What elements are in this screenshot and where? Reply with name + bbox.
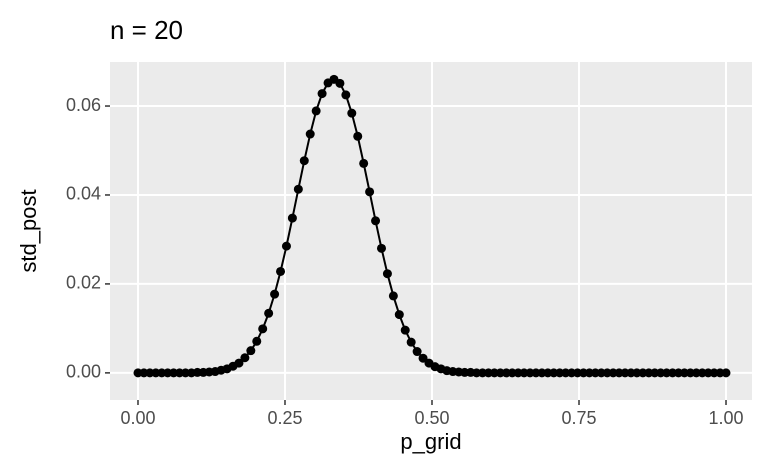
point — [382, 269, 392, 279]
point — [347, 108, 357, 118]
y-axis-label: std_post — [16, 189, 41, 272]
y-tick-label: 0.06 — [66, 95, 101, 115]
point — [341, 90, 351, 100]
point — [264, 308, 274, 318]
point — [721, 368, 731, 378]
point — [293, 184, 303, 194]
point — [371, 216, 381, 226]
point — [388, 291, 398, 301]
point — [246, 346, 256, 356]
y-tick-label: 0.04 — [66, 184, 101, 204]
point — [299, 156, 309, 166]
point — [281, 241, 291, 251]
point — [287, 213, 297, 223]
point — [270, 289, 280, 299]
x-tick-label: 1.00 — [708, 408, 743, 428]
point — [234, 358, 244, 368]
x-tick-label: 0.50 — [414, 408, 449, 428]
chart-title: n = 20 — [110, 15, 183, 45]
point — [353, 131, 363, 141]
point — [406, 337, 416, 347]
point — [394, 310, 404, 320]
point — [412, 347, 422, 357]
point — [365, 187, 375, 197]
point — [376, 243, 386, 253]
y-tick-label: 0.02 — [66, 273, 101, 293]
x-tick-label: 0.75 — [561, 408, 596, 428]
point — [418, 353, 428, 363]
point — [305, 129, 315, 139]
point — [400, 325, 410, 335]
x-tick-label: 0.00 — [120, 408, 155, 428]
point — [276, 266, 286, 276]
point — [317, 89, 327, 99]
y-tick-label: 0.00 — [66, 362, 101, 382]
x-tick-label: 0.25 — [267, 408, 302, 428]
point — [252, 336, 262, 346]
point — [311, 106, 321, 116]
point — [335, 78, 345, 88]
point — [359, 158, 369, 168]
point — [258, 324, 268, 334]
x-axis-label: p_grid — [400, 429, 461, 454]
point — [240, 353, 250, 363]
